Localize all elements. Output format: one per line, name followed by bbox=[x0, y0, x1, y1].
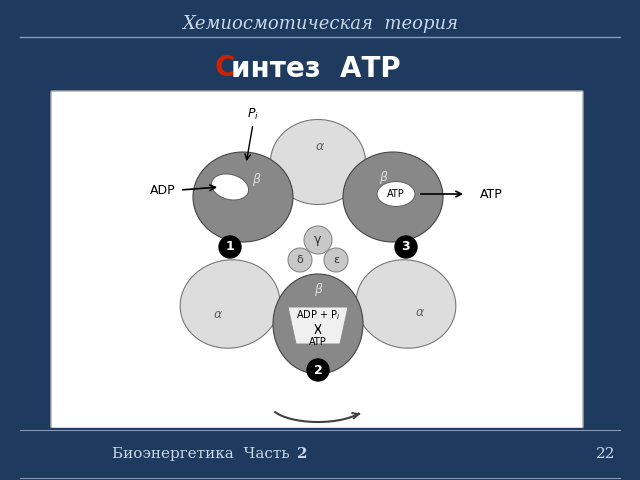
Text: α: α bbox=[416, 305, 424, 319]
Text: β: β bbox=[314, 284, 322, 297]
Text: ADP: ADP bbox=[150, 183, 176, 196]
Text: 3: 3 bbox=[402, 240, 410, 253]
Ellipse shape bbox=[324, 248, 348, 272]
Circle shape bbox=[219, 236, 241, 258]
Ellipse shape bbox=[288, 248, 312, 272]
Text: ε: ε bbox=[333, 255, 339, 265]
Bar bbox=[0, 47, 640, 90]
Text: γ: γ bbox=[314, 233, 322, 247]
Text: С: С bbox=[215, 54, 236, 82]
Text: Биоэнергетика  Часть: Биоэнергетика Часть bbox=[113, 447, 295, 461]
Text: 2: 2 bbox=[314, 363, 323, 376]
Ellipse shape bbox=[343, 152, 443, 242]
Text: β: β bbox=[379, 171, 387, 184]
Bar bbox=[0, 0, 640, 50]
Text: α: α bbox=[316, 141, 324, 154]
Text: P$_i$: P$_i$ bbox=[247, 107, 259, 121]
Polygon shape bbox=[288, 307, 348, 344]
Text: Хемиосмотическая  теория: Хемиосмотическая теория bbox=[182, 15, 458, 33]
Text: β: β bbox=[252, 173, 260, 187]
Text: ADP + P$_i$: ADP + P$_i$ bbox=[296, 308, 340, 322]
Text: 22: 22 bbox=[595, 447, 615, 461]
Ellipse shape bbox=[180, 260, 280, 348]
Text: 1: 1 bbox=[226, 240, 234, 253]
Text: ATP: ATP bbox=[309, 337, 327, 347]
Text: ATP: ATP bbox=[387, 189, 405, 199]
Text: 2: 2 bbox=[297, 447, 307, 461]
Ellipse shape bbox=[271, 120, 365, 204]
Circle shape bbox=[307, 359, 329, 381]
Text: δ: δ bbox=[296, 255, 303, 265]
FancyBboxPatch shape bbox=[51, 91, 583, 429]
Ellipse shape bbox=[356, 260, 456, 348]
Circle shape bbox=[395, 236, 417, 258]
Ellipse shape bbox=[273, 274, 363, 374]
Text: интез  АТР: интез АТР bbox=[231, 55, 401, 83]
Bar bbox=[0, 428, 640, 480]
Ellipse shape bbox=[304, 226, 332, 254]
Ellipse shape bbox=[377, 181, 415, 206]
Ellipse shape bbox=[193, 152, 293, 242]
Ellipse shape bbox=[211, 174, 248, 200]
Text: ATP: ATP bbox=[480, 188, 503, 201]
Text: α: α bbox=[214, 308, 222, 321]
